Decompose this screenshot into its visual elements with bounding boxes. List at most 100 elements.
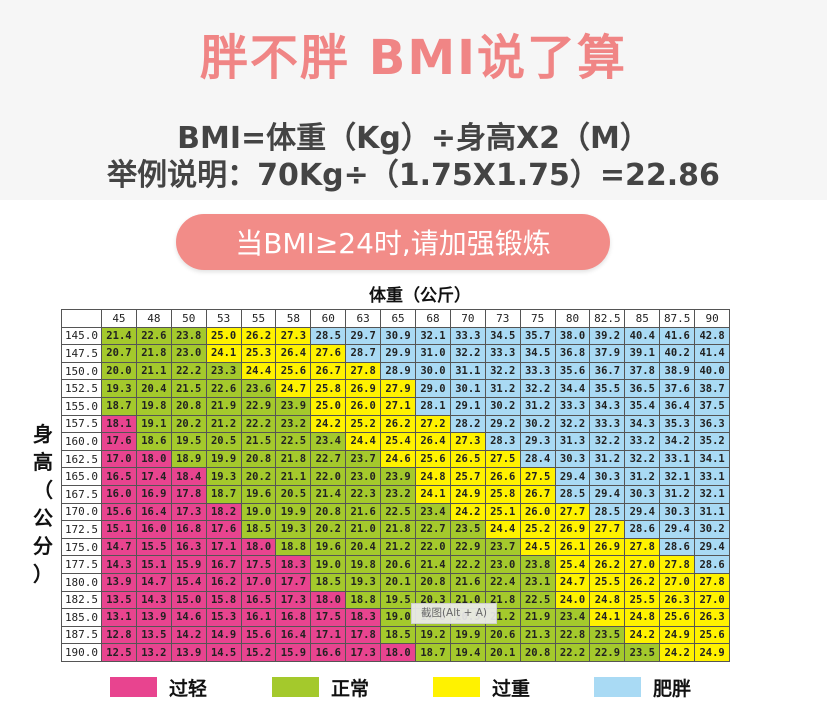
bmi-cell: 23.7 bbox=[484, 537, 521, 557]
bmi-cell: 29.4 bbox=[624, 502, 661, 522]
bmi-cell: 31.0 bbox=[415, 344, 451, 363]
bmi-cell: 35.2 bbox=[694, 432, 731, 451]
bmi-cell: 15.3 bbox=[205, 608, 242, 627]
bmi-cell: 26.9 bbox=[554, 520, 591, 539]
bmi-cell: 24.7 bbox=[275, 379, 312, 398]
bmi-cell: 34.3 bbox=[589, 396, 626, 416]
weight-header: 68 bbox=[415, 309, 451, 328]
bmi-cell: 36.5 bbox=[624, 379, 661, 398]
bmi-cell: 31.1 bbox=[449, 361, 486, 381]
header-background bbox=[0, 0, 827, 200]
bmi-cell: 14.9 bbox=[205, 625, 242, 645]
bmi-cell: 21.4 bbox=[101, 326, 137, 346]
bmi-cell: 23.2 bbox=[380, 484, 417, 504]
bmi-cell: 26.9 bbox=[345, 379, 382, 398]
table-row: 155.0 18.7 19.8 20.8 21.9 22.9 23.9 25.0 26.0 27.… bbox=[61, 396, 731, 416]
bmi-cell: 28.3 bbox=[484, 432, 521, 451]
bmi-cell: 16.1 bbox=[240, 608, 277, 627]
bmi-cell: 31.3 bbox=[554, 432, 591, 451]
bmi-cell: 27.7 bbox=[589, 520, 626, 539]
height-header: 167.5 bbox=[61, 484, 102, 504]
bmi-cell: 20.2 bbox=[170, 414, 207, 434]
bmi-cell: 26.4 bbox=[415, 432, 451, 451]
bmi-cell: 29.3 bbox=[519, 432, 556, 451]
bmi-cell: 26.0 bbox=[519, 502, 556, 522]
bmi-cell: 24.9 bbox=[449, 484, 486, 504]
bmi-cell: 21.1 bbox=[135, 361, 172, 381]
bmi-cell: 21.6 bbox=[345, 502, 382, 522]
bmi-cell: 18.5 bbox=[310, 572, 347, 592]
bmi-cell: 21.2 bbox=[380, 537, 417, 557]
bmi-cell: 18.5 bbox=[380, 625, 417, 645]
bmi-cell: 17.1 bbox=[205, 537, 242, 557]
bmi-cell: 24.1 bbox=[205, 344, 242, 363]
bmi-cell: 27.5 bbox=[484, 449, 521, 469]
bmi-cell: 15.1 bbox=[101, 520, 137, 539]
corner-cell bbox=[61, 309, 102, 328]
bmi-cell: 33.1 bbox=[659, 449, 696, 469]
bmi-cell: 23.0 bbox=[345, 467, 382, 486]
bmi-cell: 26.3 bbox=[659, 590, 696, 610]
bmi-cell: 20.8 bbox=[310, 502, 347, 522]
bmi-cell: 22.4 bbox=[484, 572, 521, 592]
bmi-cell: 17.8 bbox=[170, 484, 207, 504]
bmi-cell: 27.8 bbox=[345, 361, 382, 381]
bmi-cell: 23.6 bbox=[240, 379, 277, 398]
height-axis-title: 身 高 （ 公 分 ） bbox=[26, 420, 60, 588]
weight-header: 60 bbox=[310, 309, 347, 328]
height-header: 147.5 bbox=[61, 344, 102, 363]
bmi-cell: 23.4 bbox=[310, 432, 347, 451]
weight-header: 70 bbox=[449, 309, 486, 328]
bmi-cell: 29.1 bbox=[449, 396, 486, 416]
bmi-cell: 17.8 bbox=[345, 625, 382, 645]
bmi-cell: 22.6 bbox=[205, 379, 242, 398]
bmi-cell: 24.4 bbox=[345, 432, 382, 451]
bmi-cell: 16.5 bbox=[101, 467, 137, 486]
bmi-cell: 41.4 bbox=[694, 344, 731, 363]
bmi-cell: 21.8 bbox=[275, 449, 312, 469]
bmi-cell: 25.7 bbox=[449, 467, 486, 486]
table-row: 182.5 13.5 14.3 15.0 15.8 16.5 17.3 18.0 18.8 19.… bbox=[61, 590, 731, 610]
legend-swatch-normal bbox=[272, 677, 319, 697]
bmi-cell: 18.3 bbox=[345, 608, 382, 627]
bmi-cell: 30.2 bbox=[519, 414, 556, 434]
bmi-cell: 29.2 bbox=[484, 414, 521, 434]
bmi-cell: 26.1 bbox=[554, 537, 591, 557]
bmi-cell: 26.2 bbox=[240, 326, 277, 346]
table-row: 157.5 18.1 19.1 20.2 21.2 22.2 23.2 24.2 25.2 26.… bbox=[61, 414, 731, 434]
height-header: 160.0 bbox=[61, 432, 102, 451]
table-row: 147.5 20.7 21.8 23.0 24.1 25.3 26.4 27.6 28.7 29.… bbox=[61, 344, 731, 363]
bmi-cell: 27.8 bbox=[694, 572, 731, 592]
legend-label: 过轻 bbox=[169, 677, 208, 700]
bmi-cell: 33.3 bbox=[519, 361, 556, 381]
table-row: 167.5 16.0 16.9 17.8 18.7 19.6 20.5 21.4 22.3 23.… bbox=[61, 484, 731, 504]
bmi-cell: 25.6 bbox=[415, 449, 451, 469]
height-header: 172.5 bbox=[61, 520, 102, 539]
bmi-cell: 16.9 bbox=[135, 484, 172, 504]
bmi-cell: 27.8 bbox=[624, 537, 661, 557]
bmi-cell: 16.8 bbox=[275, 608, 312, 627]
bmi-cell: 31.1 bbox=[694, 502, 731, 522]
legend-label: 正常 bbox=[331, 677, 370, 700]
bmi-cell: 23.8 bbox=[519, 555, 556, 574]
bmi-cell: 29.4 bbox=[694, 537, 731, 557]
bmi-cell: 26.7 bbox=[519, 484, 556, 504]
bmi-cell: 24.8 bbox=[589, 590, 626, 610]
headline: 胖不胖 BMI说了算 bbox=[200, 30, 627, 86]
bmi-cell: 25.4 bbox=[554, 555, 591, 574]
bmi-cell: 17.3 bbox=[345, 643, 382, 662]
bmi-cell: 15.9 bbox=[170, 555, 207, 574]
bmi-cell: 16.6 bbox=[310, 643, 347, 662]
bmi-cell: 37.6 bbox=[659, 379, 696, 398]
bmi-cell: 15.6 bbox=[240, 625, 277, 645]
bmi-cell: 14.2 bbox=[170, 625, 207, 645]
bmi-cell: 20.4 bbox=[345, 537, 382, 557]
bmi-cell: 20.8 bbox=[170, 396, 207, 416]
bmi-cell: 42.8 bbox=[694, 326, 731, 346]
height-axis-char: 公 bbox=[33, 506, 53, 530]
legend-label: 肥胖 bbox=[653, 677, 692, 700]
bmi-cell: 25.3 bbox=[240, 344, 277, 363]
bmi-cell: 32.2 bbox=[519, 379, 556, 398]
bmi-cell: 36.4 bbox=[659, 396, 696, 416]
bmi-cell: 26.7 bbox=[310, 361, 347, 381]
